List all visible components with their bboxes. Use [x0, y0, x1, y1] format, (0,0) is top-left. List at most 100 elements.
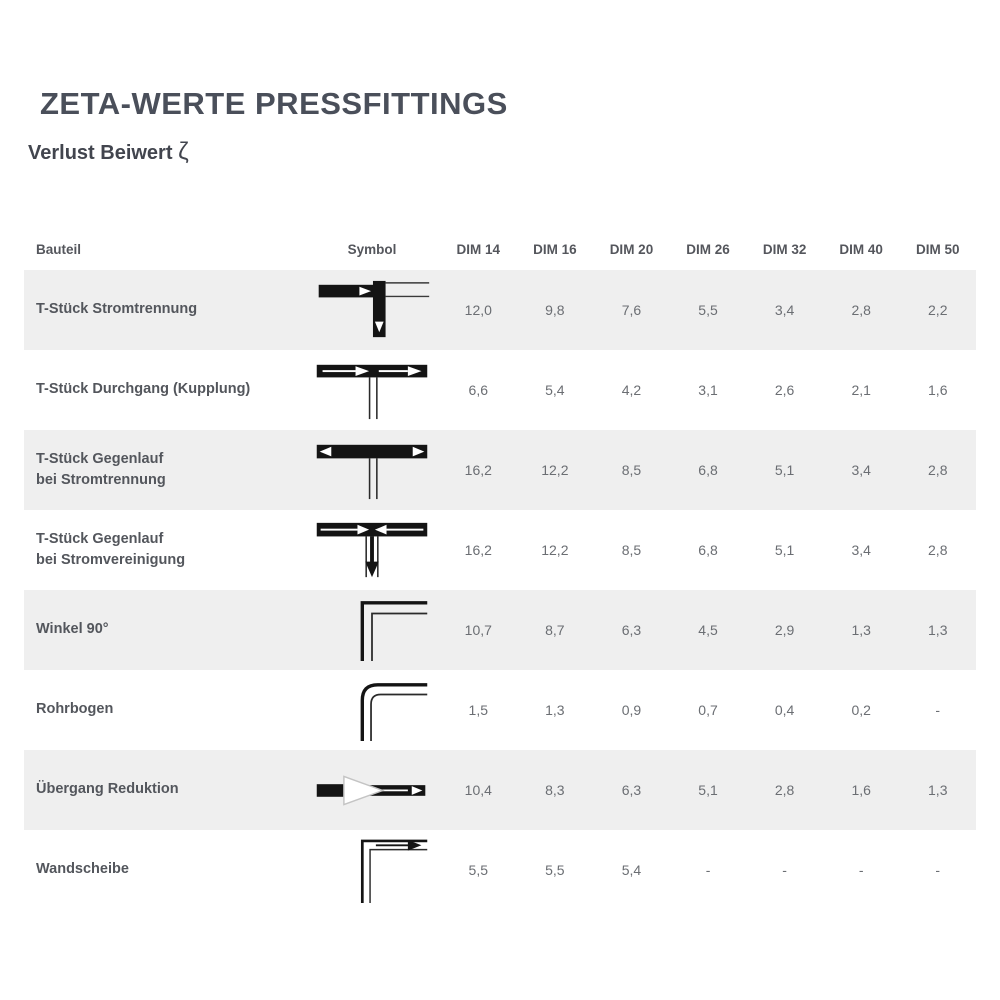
row-label: T-Stück Durchgang (Kupplung) [36, 381, 251, 398]
table-row: Rohrbogen 1,5 1,3 0,9 0,7 0,4 0,2 - [24, 670, 976, 750]
cell-value: - [705, 862, 711, 878]
row-symbol-cell [304, 512, 440, 588]
col-header-dim14: DIM 14 [456, 241, 501, 257]
cell-value: 5,4 [621, 862, 642, 878]
cell-value: - [935, 702, 941, 718]
cell-value: 2,8 [774, 782, 795, 798]
row-symbol-cell [304, 770, 440, 810]
cell-value: 3,4 [851, 462, 871, 478]
cell-value: 5,5 [468, 862, 489, 878]
cell-value: 12,2 [541, 542, 569, 558]
tee-straight-through-icon [316, 364, 428, 420]
row-label: T-Stück Stromtrennung [36, 301, 198, 318]
cell-value: 16,2 [464, 542, 492, 558]
row-symbol-cell [304, 352, 440, 428]
reducer-transition-icon [316, 775, 426, 806]
cell-value: 2,8 [928, 462, 948, 478]
cell-value: 8,3 [545, 782, 565, 798]
cell-value: 8,5 [621, 542, 642, 558]
cell-value: 5,5 [545, 862, 565, 878]
cell-value: 5,1 [698, 782, 718, 798]
col-header-dim32: DIM 32 [762, 241, 807, 257]
cell-value: - [782, 862, 787, 878]
cell-value: 8,5 [621, 462, 642, 478]
row-label: T-Stück Gegenlauf bei Stromtrennung [36, 450, 166, 488]
cell-value: 5,1 [774, 462, 795, 478]
row-symbol-cell [304, 834, 440, 906]
row-symbol-cell [304, 672, 440, 748]
row-label: Winkel 90° [36, 621, 109, 638]
row-label: Übergang Reduktion [36, 781, 179, 798]
page-subtitle: Verlust Beiwert ζ [28, 138, 1000, 166]
table-row: Winkel 90° 10,7 8,7 6,3 4,5 2,9 1,3 1,3 [24, 590, 976, 670]
cell-value: 0,4 [774, 702, 795, 718]
tee-counterflow-separation-icon [316, 444, 428, 500]
cell-value: 1,5 [468, 702, 489, 718]
cell-value: 6,8 [698, 542, 718, 558]
cell-value: 9,8 [545, 302, 565, 318]
cell-value: 1,3 [851, 622, 871, 638]
table-row: T-Stück Durchgang (Kupplung) 6,6 5,4 4,2… [24, 350, 976, 430]
cell-value: 12,2 [541, 462, 569, 478]
row-symbol-cell [304, 592, 440, 668]
cell-value: 5,4 [545, 382, 565, 398]
col-header-symbol: Symbol [347, 241, 397, 257]
cell-value: 16,2 [464, 462, 492, 478]
cell-value: 0,7 [698, 702, 718, 718]
cell-value: 1,3 [928, 622, 948, 638]
cell-value: 10,7 [464, 622, 492, 638]
cell-value: 3,4 [774, 302, 795, 318]
cell-value: 1,6 [851, 782, 871, 798]
row-symbol-cell [304, 432, 440, 508]
col-header-dim50: DIM 50 [916, 241, 960, 257]
subtitle-text: Verlust Beiwert [28, 142, 173, 164]
cell-value: 2,8 [928, 542, 948, 558]
cell-value: 12,0 [464, 302, 492, 318]
cell-value: 6,3 [621, 782, 642, 798]
pipe-bend-icon [360, 683, 428, 742]
page-title: ZETA-WERTE PRESSFITTINGS [40, 86, 508, 121]
cell-value: 7,6 [621, 302, 642, 318]
cell-value: 4,5 [698, 622, 718, 638]
elbow-90-icon [360, 601, 428, 662]
cell-value: 2,8 [851, 302, 871, 318]
col-header-dim26: DIM 26 [686, 241, 730, 257]
cell-value: 2,2 [928, 302, 948, 318]
row-label: T-Stück Gegenlauf bei Stromvereinigung [36, 530, 186, 568]
col-header-dim16: DIM 16 [533, 241, 577, 257]
table-row: Wandscheibe 5,5 5,5 5,4 - - - - [24, 830, 976, 910]
cell-value: 2,6 [774, 382, 795, 398]
row-symbol-cell [304, 272, 440, 348]
tee-flow-separation-icon [318, 280, 430, 338]
col-header-dim40: DIM 40 [839, 241, 883, 257]
cell-value: 0,9 [621, 702, 642, 718]
table-row: T-Stück Gegenlauf bei Stromvereinigung 1… [24, 510, 976, 590]
row-label: Rohrbogen [36, 701, 114, 718]
cell-value: 1,3 [928, 782, 948, 798]
tee-counterflow-merging-icon [316, 522, 428, 578]
cell-value: 6,6 [468, 382, 489, 398]
cell-value: 8,7 [545, 622, 565, 638]
table-row: T-Stück Stromtrennung 12,0 9,8 7,6 5,5 3… [24, 270, 976, 350]
col-header-bauteil: Bauteil [36, 241, 82, 257]
cell-value: 2,1 [851, 382, 871, 398]
cell-value: 6,8 [698, 462, 718, 478]
cell-value: - [935, 862, 941, 878]
cell-value: 1,6 [928, 382, 948, 398]
cell-value: 3,1 [698, 382, 718, 398]
cell-value: 4,2 [621, 382, 642, 398]
cell-value: 5,5 [698, 302, 718, 318]
table-row: T-Stück Gegenlauf bei Stromtrennung 16,2… [24, 430, 976, 510]
cell-value: 6,3 [621, 622, 642, 638]
cell-value: 3,4 [851, 542, 871, 558]
cell-value: 1,3 [545, 702, 565, 718]
cell-value: 5,1 [774, 542, 795, 558]
table-header-row: Bauteil Symbol DIM 14 DIM 16 DIM 20 DIM … [24, 228, 976, 270]
table-row: Übergang Reduktion 10,4 8,3 6,3 5,1 2,8 … [24, 750, 976, 830]
col-header-dim20: DIM 20 [609, 241, 654, 257]
zeta-symbol: ζ [178, 138, 189, 165]
cell-value: - [858, 862, 864, 878]
cell-value: 0,2 [851, 702, 871, 718]
cell-value: 2,9 [774, 622, 795, 638]
